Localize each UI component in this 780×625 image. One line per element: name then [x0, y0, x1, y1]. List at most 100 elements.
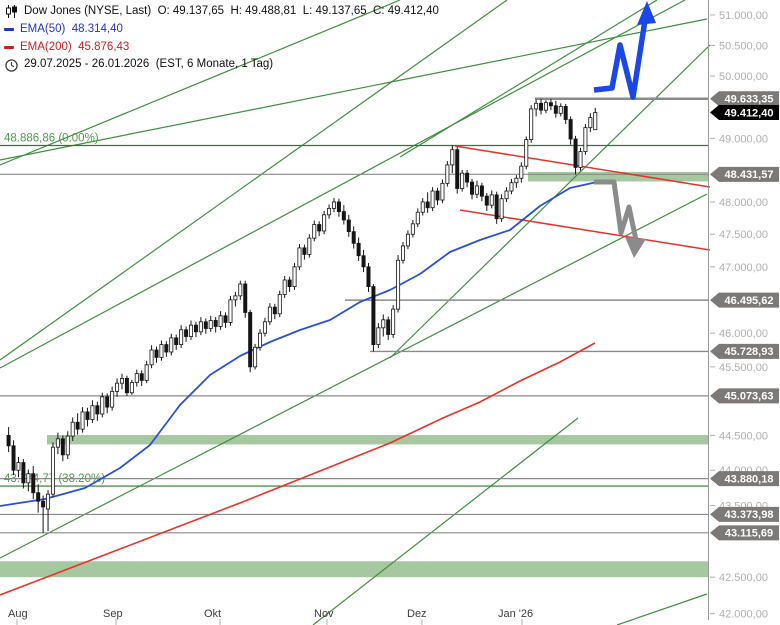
candle-down: [568, 119, 573, 140]
red-trendline: [454, 145, 711, 188]
support-zone-band: [528, 171, 708, 182]
candle-up: [179, 329, 184, 345]
candle-down: [336, 201, 341, 212]
candle-up: [55, 438, 60, 448]
green-trendline: [0, 18, 708, 161]
price-level-badge: [710, 506, 779, 522]
candle-up: [169, 337, 174, 353]
candle-down: [425, 201, 430, 209]
candle-down: [60, 438, 65, 456]
candle-down: [455, 149, 460, 189]
x-axis-month-label: Aug: [8, 608, 28, 620]
candle-up: [282, 279, 287, 295]
price-level-badge: [710, 91, 779, 107]
candle-up: [420, 201, 425, 213]
candle-up: [253, 346, 258, 368]
price-level-badge-label: 43.373,98: [725, 509, 774, 521]
candle-down: [105, 396, 110, 408]
candle-up: [410, 223, 415, 235]
x-axis-month-label: Okt: [204, 608, 221, 620]
candle-up: [327, 207, 332, 216]
candle-up: [90, 405, 95, 420]
y-axis-label: 47.000,00: [719, 262, 768, 274]
candle-up: [489, 194, 494, 206]
fibonacci-level-label: 48.886,86 (0.00%): [4, 132, 99, 144]
candle-up: [233, 295, 238, 301]
candle-down: [435, 190, 440, 201]
green-trendline: [0, 0, 401, 166]
y-axis-label: 47.500,00: [719, 229, 768, 241]
candle-down: [341, 211, 346, 221]
candle-up: [218, 315, 223, 327]
support-zone-band: [0, 561, 708, 578]
price-level-badge-label: 48.431,57: [725, 169, 774, 181]
y-axis-label: 49.000,00: [719, 133, 768, 145]
candle-up: [129, 382, 134, 394]
price-level-badge-label: 45.073,63: [725, 391, 774, 403]
candle-down: [41, 500, 46, 508]
candle-down: [6, 434, 11, 447]
candle-down: [356, 242, 361, 257]
candle-up: [445, 164, 450, 184]
price-level-badge-label: 49.633,35: [725, 94, 774, 106]
ema200-legend-row: EMA(200) 45.876,43: [4, 39, 439, 57]
candle-down: [272, 306, 277, 315]
candle-up: [80, 411, 85, 430]
ema50-swatch-icon: [4, 28, 14, 32]
candle-up: [119, 378, 124, 384]
ema200-line: [0, 342, 596, 596]
candle-up: [588, 117, 593, 129]
price-level-badge: [710, 166, 779, 182]
candle-down: [366, 266, 371, 287]
candle-up: [400, 245, 405, 261]
price-level-badge: [710, 343, 779, 359]
candle-down: [243, 283, 248, 313]
price-level-badge: [710, 525, 779, 541]
y-axis-label: 51.000,00: [719, 10, 768, 22]
candle-down: [248, 312, 253, 368]
candle-up: [134, 373, 139, 383]
ema50-legend: EMA(50) 48.314,40: [20, 22, 123, 35]
candle-up: [430, 190, 435, 209]
candle-down: [21, 462, 26, 484]
x-axis-month-label: Jan '26: [498, 608, 533, 620]
candle-down: [287, 279, 292, 287]
y-axis-label: 46.000,00: [719, 328, 768, 340]
candle-up: [578, 151, 583, 168]
price-level-badge-label: 43.115,69: [725, 528, 773, 540]
candle-up: [115, 382, 120, 392]
bearish-arrowhead-icon: [625, 237, 646, 258]
candle-up: [474, 185, 479, 195]
y-axis-label: 44.500,00: [719, 430, 768, 442]
candle-up: [258, 332, 263, 348]
ema50-line: [0, 181, 598, 507]
candle-down: [573, 138, 578, 168]
candle-down: [75, 421, 80, 430]
candle-up: [159, 344, 164, 358]
candle-down: [346, 219, 351, 233]
candle-down: [174, 337, 179, 345]
candle-down: [193, 324, 198, 333]
last-price-badge: [710, 105, 779, 121]
candle-up: [331, 201, 336, 209]
candle-up: [262, 321, 267, 334]
candle-up: [405, 233, 410, 247]
candle-down: [31, 473, 36, 494]
bearish-scenario-arrow: [594, 179, 639, 241]
ema50-legend-row: EMA(50) 48.314,40: [4, 21, 439, 39]
candle-up: [149, 349, 154, 366]
candle-up: [450, 149, 455, 166]
candle-up: [583, 127, 588, 152]
candle-up: [529, 108, 534, 141]
x-axis-month-label: Dez: [407, 608, 427, 620]
green-trendline: [616, 593, 708, 625]
period-row: 29.07.2025 - 26.01.2026 (EST, 6 Monate, …: [4, 56, 439, 74]
candle-up: [267, 306, 272, 323]
candle-up: [144, 364, 149, 381]
date-range: 29.07.2025 - 26.01.2026 (EST, 6 Monate, …: [24, 58, 274, 71]
candle-down: [184, 329, 189, 337]
bullish-scenario-arrow: [593, 13, 649, 100]
candle-up: [519, 165, 524, 179]
y-axis-label: 42.000,00: [719, 609, 768, 621]
